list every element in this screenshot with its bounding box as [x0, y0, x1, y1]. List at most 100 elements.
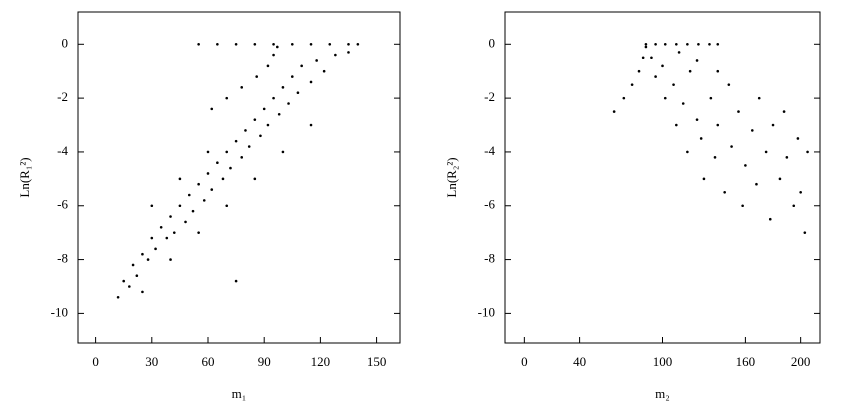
point: [796, 137, 800, 140]
point: [730, 145, 733, 148]
point: [702, 177, 706, 181]
y-tick-label: -6: [484, 197, 495, 212]
point: [253, 118, 257, 121]
point: [122, 279, 126, 283]
point: [803, 231, 807, 234]
y-tick-label: -2: [484, 89, 495, 104]
x-tick-label: 30: [145, 354, 158, 369]
point: [716, 123, 720, 127]
point: [290, 42, 294, 46]
point: [681, 102, 685, 105]
point: [178, 177, 182, 181]
point: [334, 53, 337, 57]
point: [650, 56, 653, 60]
point: [150, 204, 154, 208]
point: [272, 53, 275, 57]
point: [768, 217, 772, 221]
point: [150, 236, 154, 240]
point: [169, 258, 172, 261]
point: [654, 42, 657, 46]
point: [128, 285, 131, 288]
x-tick-label: 150: [367, 354, 387, 369]
x-tick-label: 0: [521, 354, 528, 369]
point: [315, 59, 318, 62]
point: [713, 156, 717, 159]
point: [672, 83, 675, 86]
point: [356, 42, 360, 46]
point: [225, 204, 229, 208]
point: [637, 69, 641, 73]
x-tick-label: 100: [653, 354, 673, 369]
point: [244, 129, 247, 132]
point: [309, 80, 313, 84]
point: [141, 252, 144, 256]
point: [663, 96, 667, 100]
x-axis-label: m₁: [232, 386, 247, 401]
point: [197, 42, 200, 46]
y-tick-label: -6: [57, 197, 68, 212]
point: [247, 145, 251, 148]
y-tick-label: 0: [62, 35, 69, 50]
point: [253, 177, 257, 181]
x-tick-label: 120: [311, 354, 331, 369]
point: [644, 45, 648, 49]
plot-frame: [504, 11, 821, 344]
point: [259, 134, 262, 138]
point: [799, 191, 802, 194]
point: [262, 107, 266, 111]
point: [686, 150, 689, 154]
point: [663, 42, 667, 46]
point: [287, 102, 290, 105]
point: [751, 129, 754, 132]
point: [131, 263, 135, 267]
point: [716, 42, 720, 46]
point: [699, 137, 703, 140]
point: [178, 204, 182, 208]
point: [697, 42, 700, 46]
point: [240, 156, 244, 159]
point: [695, 118, 699, 121]
point: [116, 295, 120, 299]
point: [744, 164, 747, 167]
y-tick-label: -8: [57, 251, 68, 266]
point: [641, 56, 645, 60]
y-tick-label: -4: [57, 143, 68, 158]
point: [630, 83, 634, 86]
point: [277, 112, 281, 116]
point: [296, 91, 300, 95]
point: [187, 193, 191, 197]
point: [240, 86, 244, 89]
point: [216, 42, 219, 46]
point: [146, 258, 150, 261]
x-tick-label: 40: [573, 354, 586, 369]
x-tick-label: 0: [92, 354, 99, 369]
point: [154, 247, 157, 251]
point: [764, 150, 768, 154]
point: [165, 236, 169, 240]
point: [255, 75, 259, 78]
point: [347, 51, 350, 54]
point: [723, 191, 726, 194]
point: [755, 182, 758, 186]
point: [210, 188, 214, 191]
point: [695, 59, 699, 62]
point: [709, 96, 713, 100]
plot-frame: [77, 11, 401, 344]
point: [191, 209, 195, 213]
point: [234, 42, 238, 46]
point: [206, 150, 210, 154]
point: [290, 75, 294, 78]
point: [771, 123, 775, 127]
point: [644, 42, 648, 46]
point: [234, 139, 238, 143]
y-tick-label: -8: [484, 251, 495, 266]
point: [159, 225, 163, 229]
point: [741, 204, 744, 208]
point: [281, 86, 285, 89]
point: [197, 182, 200, 186]
point: [216, 161, 219, 164]
point: [622, 96, 626, 100]
point: [197, 231, 200, 234]
point: [169, 215, 172, 218]
